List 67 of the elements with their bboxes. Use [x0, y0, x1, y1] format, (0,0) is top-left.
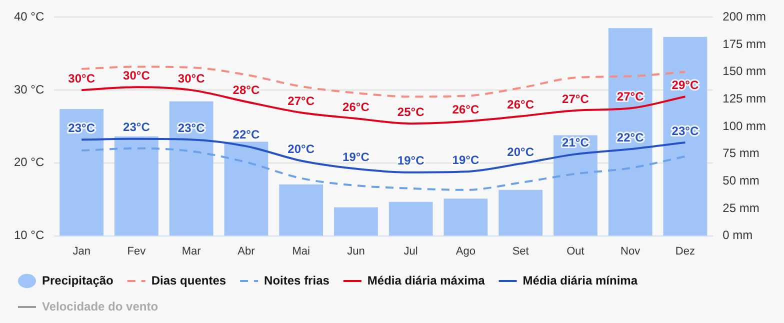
legend-label: Média diária máxima: [367, 273, 486, 288]
data-label: 22°C: [232, 127, 260, 142]
bar: [498, 190, 543, 236]
bar: [608, 28, 652, 236]
y-tick-label: 10 °C: [14, 228, 44, 242]
x-tick-label: Dez: [675, 245, 695, 258]
bar: [224, 142, 268, 236]
x-tick-label: Set: [512, 245, 529, 258]
bar: [114, 136, 158, 236]
data-label: 29°C: [672, 78, 699, 92]
x-tick-label: Mai: [292, 245, 310, 258]
x-tick-label: Jun: [347, 245, 365, 258]
data-label: 19°C: [452, 152, 480, 167]
data-label: 19°C: [397, 154, 425, 168]
data-label: 19°C: [342, 150, 370, 164]
bar: [388, 202, 433, 236]
data-label: 26°C: [507, 98, 534, 112]
data-label: 20°C: [507, 144, 534, 159]
data-label: 27°C: [288, 94, 315, 108]
legend-label: Precipitação: [42, 273, 114, 288]
legend-label: Média diária mínima: [522, 273, 638, 288]
x-tick-label: Fev: [127, 245, 146, 258]
y-tick-label: 20 °C: [14, 155, 44, 170]
y2-tick-label: 50 mm: [722, 173, 760, 188]
bar: [334, 207, 378, 236]
data-label: 27°C: [562, 92, 590, 106]
bar: [663, 36, 708, 236]
data-label: 30°C: [123, 68, 150, 82]
data-label: 30°C: [178, 71, 206, 86]
x-tick-label: Ago: [456, 245, 476, 258]
y2-tick-label: 75 mm: [722, 146, 760, 160]
x-tick-label: Abr: [238, 245, 256, 258]
legend-label: Noites frias: [264, 273, 330, 288]
bar: [444, 198, 488, 236]
data-label: 23°C: [178, 120, 206, 135]
data-label: 27°C: [616, 90, 644, 104]
data-label: 26°C: [342, 100, 370, 114]
x-tick-label: Jan: [72, 245, 90, 258]
data-label: 21°C: [562, 136, 590, 150]
y2-tick-label: 175 mm: [722, 36, 766, 51]
legend-label: Velocidade do vento: [42, 299, 158, 314]
y-tick-label: 40 °C: [14, 10, 44, 24]
y-tick-label: 30 °C: [14, 82, 44, 96]
data-label: 25°C: [397, 104, 425, 119]
y2-tick-label: 25 mm: [722, 200, 760, 215]
bar: [554, 135, 598, 236]
y2-tick-label: 200 mm: [722, 10, 766, 24]
data-label: 30°C: [68, 71, 96, 86]
data-label: 23°C: [672, 124, 699, 138]
data-label: 28°C: [232, 83, 260, 98]
data-label: 20°C: [288, 142, 315, 156]
data-label: 26°C: [452, 102, 480, 117]
y2-tick-label: 150 mm: [722, 64, 766, 78]
x-tick-label: Mar: [182, 245, 202, 258]
x-tick-label: Jul: [404, 245, 418, 258]
y2-tick-label: 0 mm: [722, 228, 753, 242]
bar: [279, 184, 324, 236]
bar: [60, 109, 104, 236]
x-tick-label: Out: [566, 245, 584, 258]
y2-tick-label: 100 mm: [722, 118, 766, 133]
data-label: 22°C: [616, 130, 644, 144]
data-label: 23°C: [123, 120, 150, 134]
legend-label: Dias quentes: [151, 273, 226, 288]
data-label: 23°C: [68, 120, 96, 135]
y2-tick-label: 125 mm: [722, 91, 766, 106]
bar: [169, 101, 214, 236]
x-tick-label: Nov: [620, 245, 641, 258]
